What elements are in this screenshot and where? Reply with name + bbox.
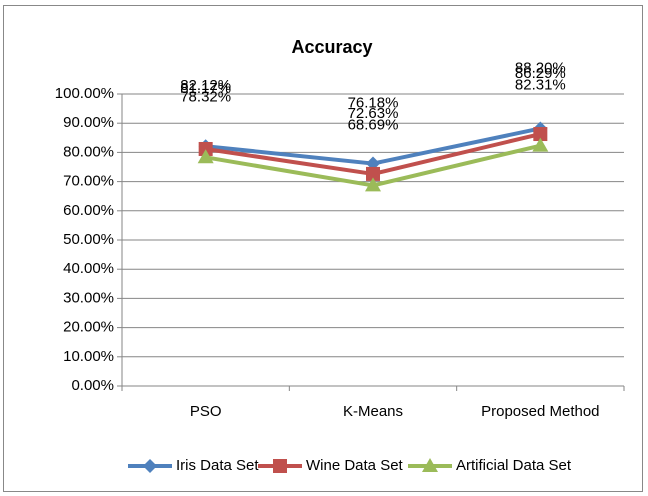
marker: [366, 166, 380, 181]
y-tick-label: 50.00%: [63, 231, 114, 248]
x-tick-label: PSO: [190, 403, 222, 420]
data-label: 86.29%: [515, 65, 566, 82]
data-label: 82.12%: [180, 77, 231, 94]
data-label: 78.32%: [180, 88, 231, 105]
data-label: 76.18%: [348, 95, 399, 112]
y-tick-label: 10.00%: [63, 348, 114, 365]
data-label: 72.63%: [348, 105, 399, 122]
y-tick-label: 80.00%: [63, 143, 114, 160]
data-label: 88.20%: [515, 59, 566, 76]
legend-label: Artificial Data Set: [456, 457, 572, 474]
y-tick-label: 100.00%: [55, 85, 114, 102]
y-tick-label: 60.00%: [63, 202, 114, 219]
y-tick-label: 30.00%: [63, 289, 114, 306]
y-tick-label: 20.00%: [63, 319, 114, 336]
marker: [533, 127, 548, 142]
marker: [365, 177, 381, 192]
data-label: 82.31%: [515, 77, 566, 94]
marker: [273, 459, 287, 473]
marker: [197, 149, 214, 164]
y-tick-label: 0.00%: [71, 377, 114, 394]
y-tick-label: 70.00%: [63, 173, 114, 190]
data-label: 81.17%: [180, 80, 231, 97]
y-tick-label: 90.00%: [63, 114, 114, 131]
marker: [532, 137, 549, 152]
x-tick-label: Proposed Method: [481, 403, 599, 420]
legend-label: Wine Data Set: [306, 457, 404, 474]
chart-border: [3, 5, 643, 492]
marker: [198, 141, 213, 156]
legend-label: Iris Data Set: [176, 457, 259, 474]
marker: [422, 458, 438, 472]
chart-title: Accuracy: [291, 37, 372, 57]
marker: [143, 459, 157, 473]
y-tick-label: 40.00%: [63, 260, 114, 277]
x-tick-label: K-Means: [343, 403, 403, 420]
data-label: 68.69%: [348, 116, 399, 133]
